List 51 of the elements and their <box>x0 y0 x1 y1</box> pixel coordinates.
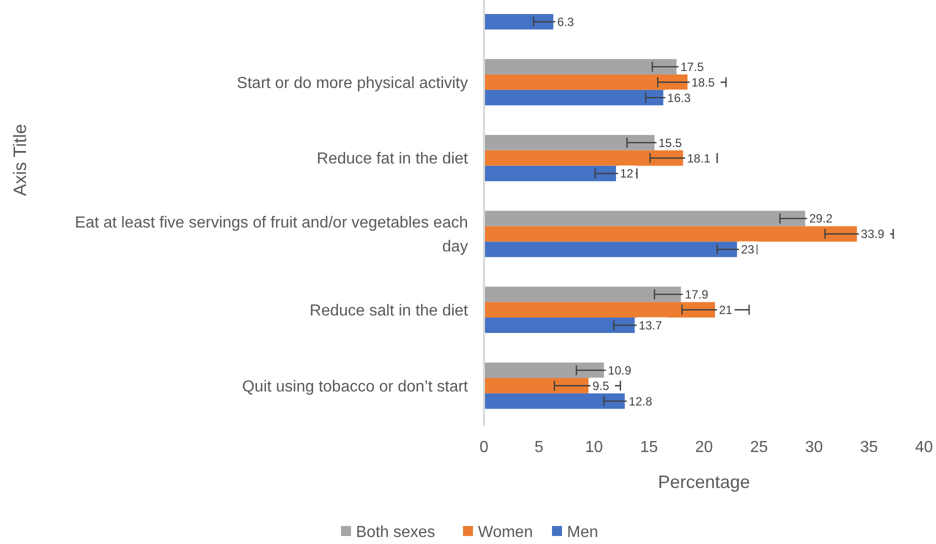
data-label: 15.5 <box>658 136 682 150</box>
bar <box>484 210 806 226</box>
data-label: 13.7 <box>638 318 662 332</box>
data-label: 9.5 <box>592 378 610 393</box>
legend-label: Men <box>567 524 598 541</box>
x-tick-label: 35 <box>860 439 878 456</box>
x-tick-label: 5 <box>534 439 544 456</box>
x-tick-label: 20 <box>695 439 713 456</box>
data-label: 12.8 <box>628 394 652 408</box>
legend-label: Both sexes <box>356 524 436 541</box>
bar <box>484 378 588 394</box>
bar <box>484 134 654 150</box>
bar <box>484 242 737 258</box>
data-label: 29.2 <box>809 212 833 226</box>
data-label: 16.3 <box>667 90 691 105</box>
bar <box>484 150 684 166</box>
data-label: 6.3 <box>557 14 574 29</box>
bar <box>484 226 857 242</box>
data-label: 12 <box>620 166 634 181</box>
x-tick-label: 30 <box>805 439 823 456</box>
bar <box>484 14 554 30</box>
y-tick-label: Start or do more physical activity <box>236 74 468 92</box>
y-tick-label: Reduce fat in the diet <box>316 150 469 168</box>
data-label: 33.9 <box>860 227 885 242</box>
bar <box>484 393 625 409</box>
bar <box>484 166 616 182</box>
data-label: 17.9 <box>684 288 709 302</box>
x-tick-label: 15 <box>640 439 658 456</box>
data-label: 10.9 <box>608 363 632 378</box>
legend-label: Women <box>478 524 533 541</box>
data-label: 18.1 <box>687 151 711 166</box>
bar <box>484 286 681 302</box>
x-tick-label: 40 <box>915 439 933 456</box>
bar <box>484 318 635 333</box>
bar <box>484 74 688 90</box>
x-axis-title: Percentage <box>658 472 750 492</box>
x-tick-label: 25 <box>750 439 768 456</box>
y-tick-label: Quit using tobacco or don’t start <box>242 378 469 396</box>
bar <box>484 90 664 106</box>
y-tick-label: Eat at least five servings of fruit and/or vegetables each day <box>74 214 468 256</box>
data-label: 23 <box>741 242 755 257</box>
y-axis-title: Axis Title <box>10 124 30 196</box>
data-label: 18.5 <box>692 75 716 90</box>
x-tick-label: 10 <box>585 439 603 456</box>
data-label: 17.5 <box>680 60 704 74</box>
bar <box>484 302 715 318</box>
data-label: 21 <box>719 303 733 318</box>
bar <box>484 59 676 74</box>
y-tick-label: Reduce salt in the diet <box>310 302 469 320</box>
x-tick-label: 0 <box>480 439 489 456</box>
bar <box>484 362 604 378</box>
